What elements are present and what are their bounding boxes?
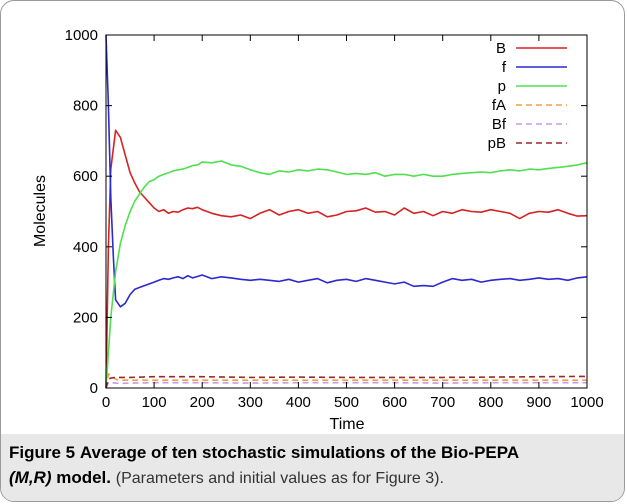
x-tick-label: 900 [526,394,551,411]
x-tick-label: 800 [478,394,503,411]
x-tick-label: 600 [382,394,407,411]
caption-note: (Parameters and initial values as for Fi… [115,470,444,487]
y-tick-label: 200 [73,309,98,326]
legend-label-f: f [502,59,507,76]
x-tick-label: 700 [430,394,455,411]
y-tick-label: 0 [90,380,98,397]
legend-label-Bf: Bf [492,116,507,133]
series-line-pB [105,375,588,389]
y-axis-label: Molecules [32,175,49,247]
caption-title-end: model. [56,468,112,487]
figure-label: Figure 5 [9,443,76,462]
series-line-Bf [105,381,587,389]
caption-title: Average of ten stochastic simulations of… [79,443,520,462]
x-tick-label: 300 [238,394,263,411]
line-chart: 0 100 200 300 400 500 600 700 800 900 1000 0 200 400 6… [32,27,604,433]
x-tick-label: 500 [334,394,359,411]
figure-caption: Figure 5 Average of ten stochastic simul… [1,434,624,501]
x-tick-label: 0 [102,394,110,411]
y-tick-label: 400 [73,239,98,256]
series-line-f [105,34,588,308]
series-line-p [105,160,588,389]
series-line-B [105,129,588,389]
legend-label-fA: fA [492,97,506,114]
legend-label-p: p [498,78,506,95]
x-tick-label: 1000 [570,394,603,411]
y-tick-label: 800 [73,98,98,115]
y-tick-label: 600 [73,168,98,185]
x-tick-label: 400 [286,394,311,411]
legend-label-pB: pB [488,135,506,152]
x-tick-label: 200 [190,394,215,411]
y-tick-label: 1000 [65,27,98,44]
x-axis-label: Time [330,416,365,433]
legend-label-B: B [496,40,506,57]
x-tick-label: 100 [142,394,167,411]
caption-title-italic: (M,R) [9,468,52,487]
